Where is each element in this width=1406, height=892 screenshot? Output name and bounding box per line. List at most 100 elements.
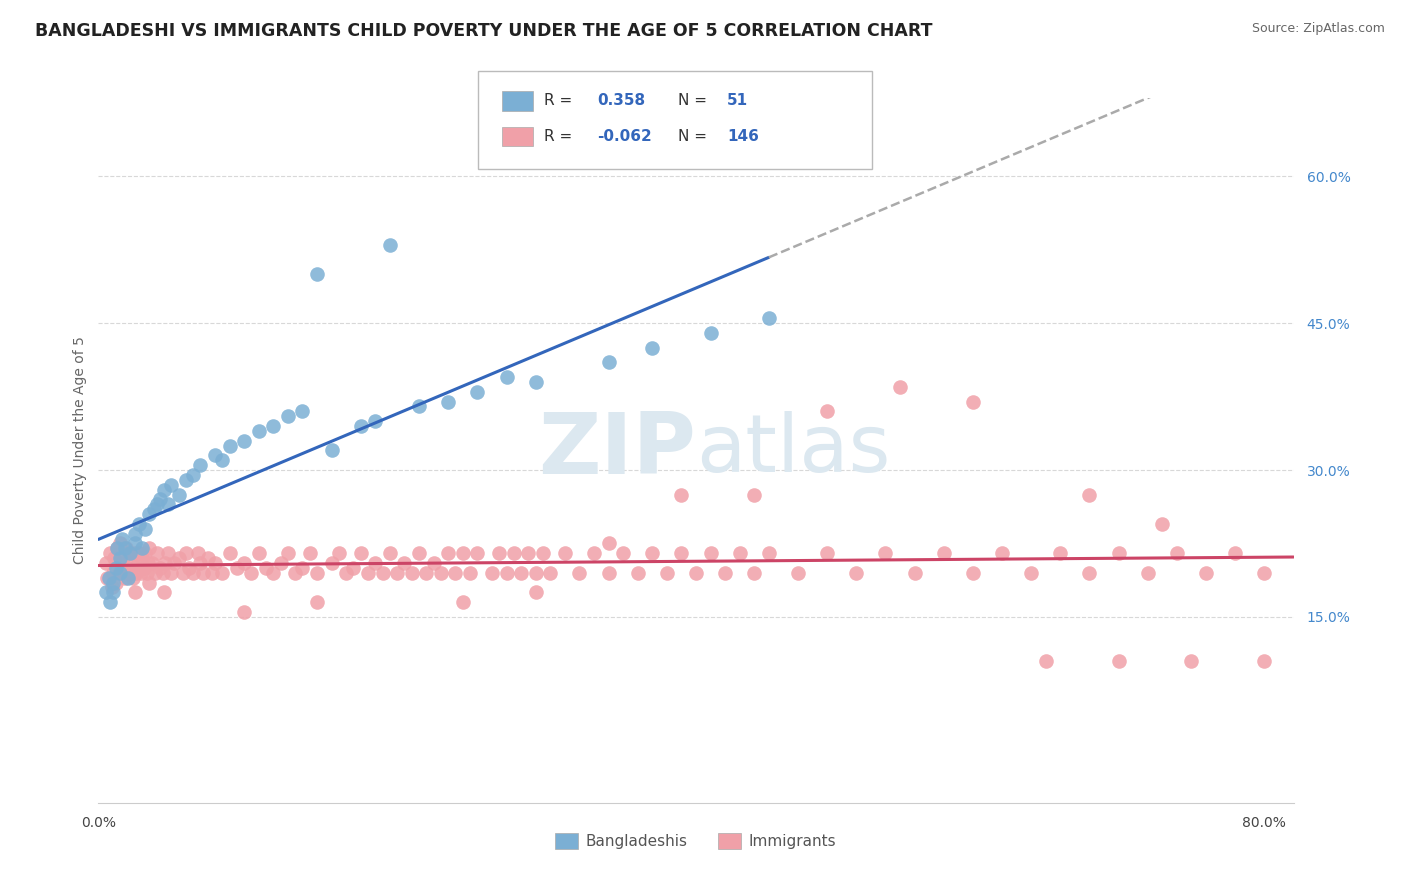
Point xyxy=(1078,566,1101,580)
Point xyxy=(350,546,373,560)
Point xyxy=(149,561,172,575)
Point xyxy=(167,551,190,566)
Point xyxy=(714,566,737,580)
Point xyxy=(138,575,160,590)
Point xyxy=(1253,566,1275,580)
Point xyxy=(1195,566,1218,580)
Text: R =: R = xyxy=(544,129,572,144)
Point xyxy=(117,571,139,585)
Point xyxy=(118,546,141,560)
Point xyxy=(112,551,135,566)
Point xyxy=(94,585,117,599)
Point xyxy=(122,571,145,585)
Point xyxy=(134,546,156,560)
Point xyxy=(110,536,132,550)
Point xyxy=(111,566,134,580)
Point xyxy=(598,536,620,550)
Point xyxy=(1180,654,1202,668)
Point xyxy=(104,575,127,590)
Point xyxy=(1166,546,1188,560)
Point xyxy=(627,566,650,580)
Point xyxy=(467,546,489,560)
Point xyxy=(125,566,148,580)
Point xyxy=(531,546,554,560)
Point xyxy=(218,546,240,560)
Point xyxy=(451,546,474,560)
Point xyxy=(233,556,256,570)
Point xyxy=(742,487,765,501)
Point xyxy=(903,566,925,580)
Point xyxy=(1136,566,1159,580)
Point xyxy=(138,541,160,556)
Point xyxy=(495,566,517,580)
Text: 146: 146 xyxy=(727,129,759,144)
Point xyxy=(430,566,453,580)
Point xyxy=(1225,546,1247,560)
Point xyxy=(1152,516,1174,531)
Point xyxy=(190,556,212,570)
Point xyxy=(385,566,409,580)
Point xyxy=(186,546,208,560)
Point xyxy=(131,541,153,556)
Point xyxy=(157,497,180,511)
Point xyxy=(458,566,481,580)
Point xyxy=(408,400,430,414)
Point xyxy=(124,526,146,541)
Point xyxy=(160,477,183,491)
Point xyxy=(128,516,150,531)
Point xyxy=(598,566,620,580)
Point xyxy=(111,532,134,546)
Point xyxy=(204,556,226,570)
Point xyxy=(502,546,524,560)
Point xyxy=(291,561,314,575)
Point xyxy=(211,566,233,580)
Point xyxy=(671,487,693,501)
Point xyxy=(291,404,314,418)
Point xyxy=(262,566,284,580)
Point xyxy=(145,497,167,511)
Point xyxy=(305,268,328,282)
Point xyxy=(101,575,124,590)
Legend: Bangladeshis, Immigrants: Bangladeshis, Immigrants xyxy=(550,827,842,855)
Point xyxy=(172,566,194,580)
Point xyxy=(197,551,219,566)
Point xyxy=(467,384,489,399)
Point xyxy=(815,404,838,418)
Point xyxy=(128,546,150,560)
Point xyxy=(962,566,984,580)
Point xyxy=(115,541,138,556)
Point xyxy=(962,394,984,409)
Point xyxy=(845,566,868,580)
Point xyxy=(378,546,401,560)
Point xyxy=(103,551,125,566)
Point xyxy=(143,566,166,580)
Point xyxy=(190,458,212,472)
Point xyxy=(298,546,321,560)
Point xyxy=(401,566,423,580)
Point xyxy=(247,424,270,438)
Point xyxy=(124,536,146,550)
Point xyxy=(127,556,149,570)
Point xyxy=(517,546,540,560)
Text: Source: ZipAtlas.com: Source: ZipAtlas.com xyxy=(1251,22,1385,36)
Point xyxy=(124,546,146,560)
Point xyxy=(157,546,180,560)
Point xyxy=(1078,487,1101,501)
Point xyxy=(408,546,430,560)
Point xyxy=(598,355,620,369)
Point xyxy=(94,556,117,570)
Point xyxy=(510,566,533,580)
Point xyxy=(787,566,810,580)
Point xyxy=(247,546,270,560)
Text: BANGLADESHI VS IMMIGRANTS CHILD POVERTY UNDER THE AGE OF 5 CORRELATION CHART: BANGLADESHI VS IMMIGRANTS CHILD POVERTY … xyxy=(35,22,932,40)
Point xyxy=(132,561,155,575)
Point xyxy=(142,502,165,516)
Point xyxy=(167,487,190,501)
Point xyxy=(120,566,142,580)
Point xyxy=(160,566,183,580)
Point xyxy=(875,546,897,560)
Point xyxy=(100,581,122,595)
Point xyxy=(488,546,510,560)
Point xyxy=(181,467,204,482)
Point xyxy=(105,541,128,556)
